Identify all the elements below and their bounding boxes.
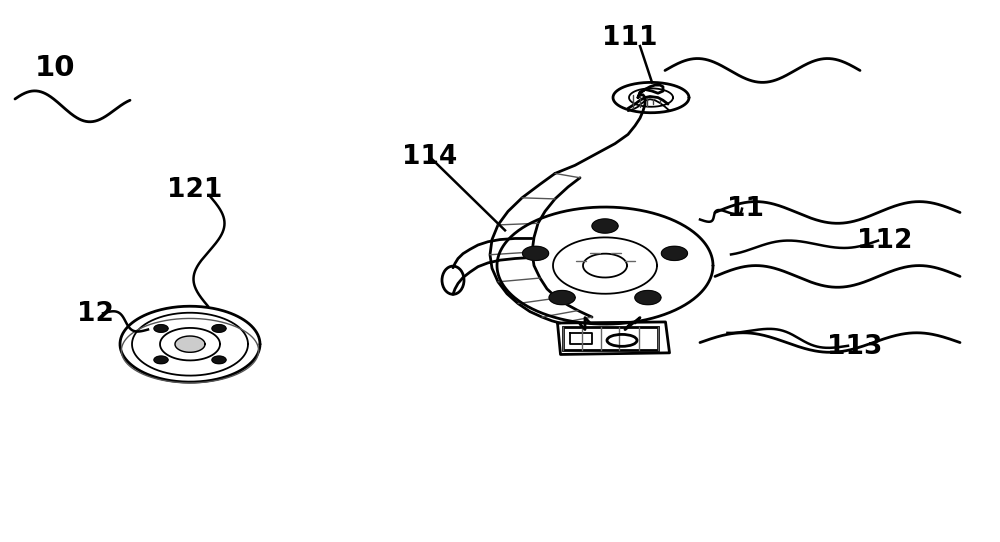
Polygon shape <box>661 246 687 260</box>
Polygon shape <box>212 325 226 332</box>
Text: 121: 121 <box>167 177 223 203</box>
Text: 111: 111 <box>602 25 658 51</box>
Text: 10: 10 <box>35 54 75 82</box>
Polygon shape <box>154 356 168 364</box>
Polygon shape <box>523 246 549 260</box>
Text: 112: 112 <box>857 228 913 254</box>
Text: 12: 12 <box>77 301 113 327</box>
Polygon shape <box>592 219 618 233</box>
Text: 113: 113 <box>827 334 883 360</box>
Polygon shape <box>212 356 226 364</box>
Polygon shape <box>635 291 661 305</box>
Polygon shape <box>154 325 168 332</box>
Polygon shape <box>175 336 205 352</box>
Polygon shape <box>549 291 575 305</box>
Text: 11: 11 <box>726 196 764 222</box>
Text: 114: 114 <box>402 144 458 170</box>
